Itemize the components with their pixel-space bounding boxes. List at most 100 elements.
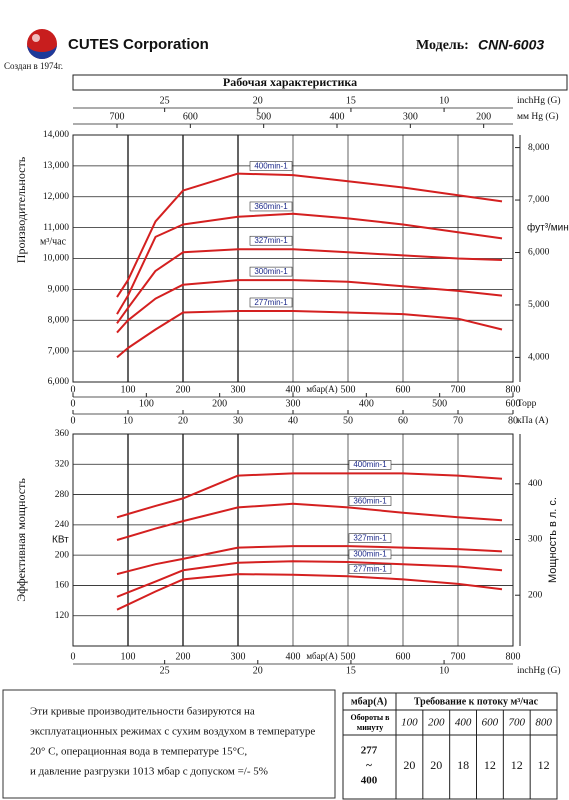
y-tick-label: 360 [55,429,70,439]
x-axis-label: мбар(A) [306,384,337,394]
series-line [116,279,503,334]
footer: Эти кривые производительности базируются… [2,689,558,800]
aux-tick-label: 25 [160,665,170,676]
x-tick-label: 300 [231,384,246,395]
series-label-box [249,201,293,212]
y2-tick-label: 200 [528,590,543,600]
series-line [116,248,503,324]
series-label: 300min-1 [353,550,387,559]
aux-tick-label: 400 [330,111,345,122]
y-tick-label: 8,000 [48,315,70,325]
column-head: 700 [509,717,526,729]
y-tick-label: 280 [55,490,70,500]
y2-tick-label: 300 [528,535,543,545]
series-label-box [249,235,293,246]
aux-tick-label: 500 [432,398,447,409]
y-tick-label: 240 [55,520,70,530]
x-tick-label: 700 [451,384,466,395]
chart: 0 100 200 300 400 500 600 700 800мбар(A)6,0007,0… [43,95,561,426]
y-tick-label: 12,000 [43,192,69,202]
x-tick-label: 200 [176,384,191,395]
aux-tick-label: 25 [160,95,170,106]
series-label-box [348,460,392,470]
y2-tick-label: 4,000 [528,353,550,363]
company-name: CUTES Corporation [68,36,209,53]
column-head: 100 [401,717,418,729]
cell: 20 [403,758,415,772]
x-tick-label: 200 [176,651,191,662]
cell: 20 [430,758,442,772]
aux-tick-label: 600 [183,111,198,122]
series-label: 360min-1 [254,202,288,211]
title-bar [72,74,568,91]
y2-axis-label: фут³/мин [527,222,569,234]
series-line [116,172,503,298]
y-tick-label: 13,000 [43,161,69,171]
x-tick-label: 500 [341,384,356,395]
speed: 400 [361,775,378,787]
series-label-box [348,549,392,560]
y2-tick-label: 400 [528,479,543,489]
aux-tick-label: 80 [508,415,518,426]
x-tick-label: 400 [286,384,301,395]
column-head: 400 [455,717,472,729]
series-label: 400min-1 [254,161,288,170]
y-tick-label: 120 [55,611,70,621]
aux-axis-label: кПа (А) [517,415,548,426]
aux-tick-label: 20 [178,415,188,426]
founded: Создан в 1974г. [4,61,63,71]
series-label-box [249,161,293,171]
y-tick-label: 11,000 [43,223,69,233]
y-axis-label: Эффективная мощность [14,478,28,602]
series-label-box [348,564,392,574]
y-unit: м³/час [40,236,67,247]
y-tick-label: 6,000 [48,377,70,387]
speed: 277 [361,745,378,757]
table-corner: мбар(A) [351,696,387,707]
y-tick-label: 10,000 [43,254,69,264]
note: 20° C, операционная вода в температуре 1… [30,746,247,758]
logo [27,29,57,59]
x-tick-label: 0 [71,384,76,395]
aux-tick-label: 700 [110,111,125,122]
aux-tick-label: 10 [123,415,133,426]
row-label-box: Обороты в минуту [351,713,390,732]
aux-tick-label: 20 [253,95,263,106]
aux-axis-label: inchHg (G) [517,95,561,106]
aux-tick-label: 10 [439,95,449,106]
series-label: 300min-1 [254,267,288,276]
aux-tick-label: 0 [71,415,76,426]
x-tick-label: 0 [71,651,76,662]
series-label: 277min-1 [254,298,288,307]
series-line [116,472,503,519]
y2-tick-label: 5,000 [528,300,550,310]
x-tick-label: 300 [231,651,246,662]
aux-tick-label: 15 [346,665,356,676]
aux-tick-label: 600 [506,398,521,409]
series-label-box [249,266,293,277]
aux-axis-label: Торр [517,399,537,409]
cell: 18 [457,758,469,772]
aux-tick-label: 70 [453,415,463,426]
aux-tick-label: 200 [212,398,227,409]
aux-tick-label: 300 [403,111,418,122]
aux-tick-label: 40 [288,415,298,426]
model-name: CNN-6003 [478,37,544,53]
x-tick-label: 800 [506,651,521,662]
series-label: 277min-1 [353,564,387,573]
y-tick-label: 160 [55,581,70,591]
aux-tick-label: 500 [256,111,271,122]
speed: ~ [366,760,372,772]
x-tick-label: 100 [121,651,136,662]
series-label: 327min-1 [254,236,288,245]
column-head: 800 [535,717,552,729]
y2-axis-label: Мощность в л. с. [547,497,559,583]
aux-tick-label: 200 [476,111,491,122]
table-header: Требование к потоку м³/час [414,696,539,707]
y-tick-label: 320 [55,459,70,469]
aux-tick-label: 60 [398,415,408,426]
x-tick-label: 100 [121,384,136,395]
series-line [116,560,503,598]
notes-box [2,689,336,799]
series-line [116,502,503,541]
